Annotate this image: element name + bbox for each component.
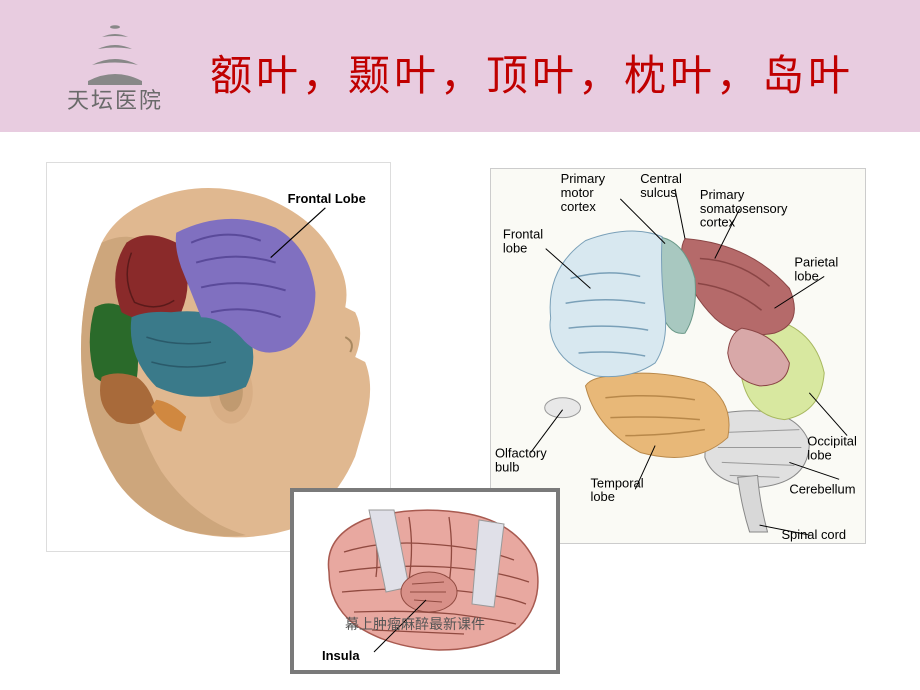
slide-caption: 幕上肿瘤麻醉最新课件 [345, 614, 485, 634]
content-area: Frontal Lobe [0, 132, 920, 690]
frontal-lobe-label: Frontal Lobe [288, 191, 366, 206]
hospital-name: 天坛医院 [67, 83, 163, 115]
logo-area: 天坛医院 [55, 15, 175, 125]
insula-label: Insula [322, 648, 360, 663]
insula-diagram: Insula [290, 488, 560, 674]
temple-icon [80, 15, 150, 85]
page-title: 额叶，颞叶，顶叶，枕叶，岛叶 [210, 42, 854, 103]
lbl-spinal: Spinal cord [781, 527, 846, 542]
header-bar: 天坛医院 额叶，颞叶，顶叶，枕叶，岛叶 [0, 0, 920, 132]
lbl-central-sulcus: Centralsulcus [640, 171, 682, 200]
lbl-cerebellum: Cerebellum [789, 481, 855, 496]
